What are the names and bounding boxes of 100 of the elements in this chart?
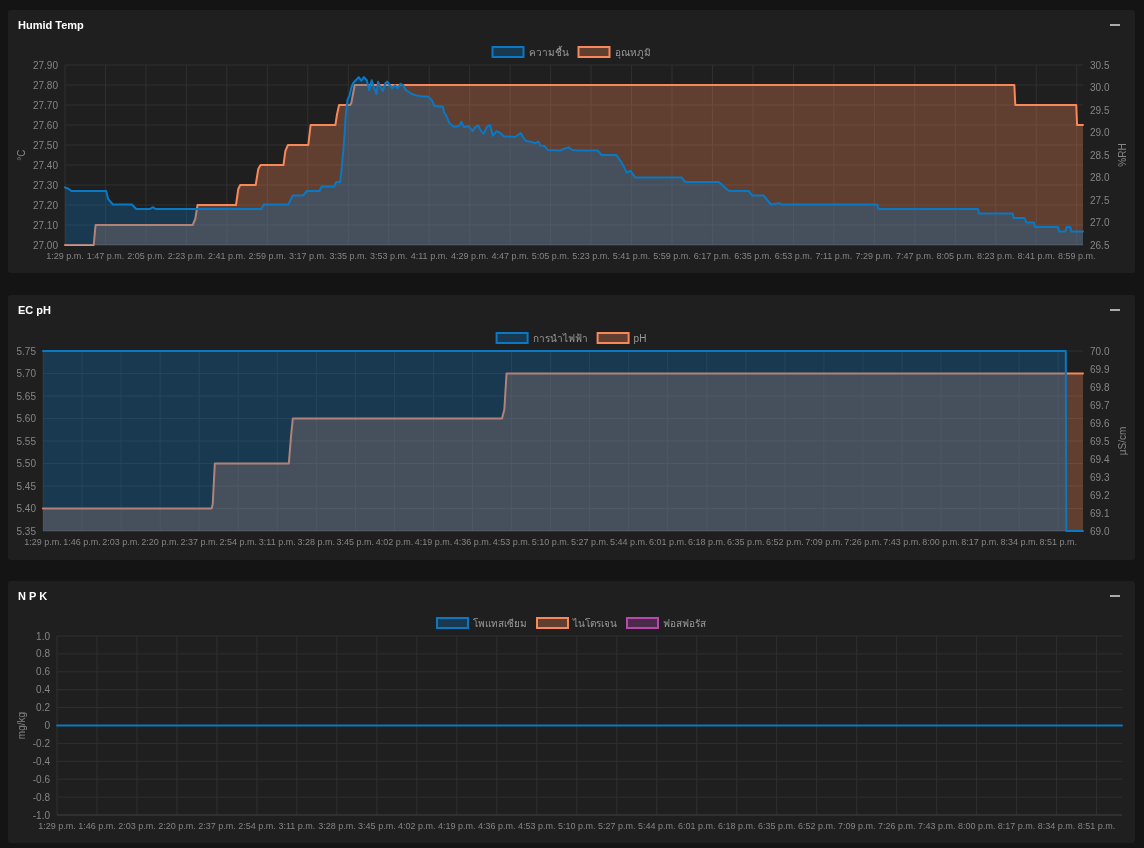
y2-tick-label: 27.0 xyxy=(1090,217,1110,228)
y2-tick-label: 69.4 xyxy=(1090,453,1110,465)
x-tick-label: 4:36 p.m. xyxy=(478,821,516,831)
x-tick-label: 2:37 p.m. xyxy=(198,821,236,831)
y2-tick-label: 30.0 xyxy=(1090,82,1110,93)
x-tick-label: 2:37 p.m. xyxy=(180,537,218,547)
x-tick-label: 7:09 p.m. xyxy=(805,537,843,547)
x-tick-label: 8:00 p.m. xyxy=(922,537,960,547)
x-tick-label: 2:20 p.m. xyxy=(141,537,179,547)
x-tick-label: 1:47 p.m. xyxy=(86,251,125,261)
x-tick-label: 3:35 p.m. xyxy=(329,251,368,261)
y-tick-label: 0.6 xyxy=(36,666,50,678)
x-tick-label: 4:19 p.m. xyxy=(438,821,476,831)
y-tick-label: 5.65 xyxy=(16,390,36,402)
x-tick-label: 5:59 p.m. xyxy=(653,251,691,261)
x-tick-label: 1:29 p.m. xyxy=(24,537,62,547)
ylabel: mg/kg xyxy=(16,711,27,740)
x-tick-label: 1:29 p.m. xyxy=(46,251,84,261)
y2-tick-label: 28.5 xyxy=(1090,149,1110,161)
legend-label: อุณหภูมิ xyxy=(614,46,651,58)
x-tick-label: 2:03 p.m. xyxy=(118,821,156,831)
x-tick-label: 8:17 p.m. xyxy=(997,821,1036,831)
x-tick-label: 3:11 p.m. xyxy=(258,537,296,547)
y-tick-label: 5.45 xyxy=(16,480,36,492)
x-tick-label: 5:27 p.m. xyxy=(570,537,609,547)
x-tick-label: 7:43 p.m. xyxy=(883,537,921,547)
x-tick-label: 6:01 p.m. xyxy=(678,821,716,831)
x-tick-label: 6:35 p.m. xyxy=(734,251,772,261)
x-tick-label: 6:52 p.m. xyxy=(797,821,836,831)
y2-tick-label: 69.5 xyxy=(1090,435,1110,447)
y-tick-label: 5.60 xyxy=(16,413,36,424)
y-tick-label: 27.20 xyxy=(32,199,58,211)
y2-tick-label: 69.6 xyxy=(1090,417,1110,429)
x-tick-label: 6:35 p.m. xyxy=(727,537,765,547)
legend-label: โพแทสเซียม xyxy=(473,617,527,629)
y2-tick-label: 69.3 xyxy=(1090,471,1110,483)
x-tick-label: 5:10 p.m. xyxy=(531,537,570,547)
y-tick-label: 27.30 xyxy=(32,179,58,191)
y2-tick-label: 69.0 xyxy=(1090,525,1110,537)
y-tick-label: 27.70 xyxy=(32,99,58,111)
y-tick-label: 0 xyxy=(44,720,50,731)
y2label: µS/cm xyxy=(1117,426,1128,456)
x-tick-label: 3:17 p.m. xyxy=(289,251,327,261)
y2-tick-label: 28.0 xyxy=(1090,172,1110,183)
legend-label: ฟอสฟอรัส xyxy=(663,617,706,629)
x-tick-label: 7:09 p.m. xyxy=(837,821,876,831)
x-tick-label: 5:10 p.m. xyxy=(558,821,596,831)
x-tick-label: 6:35 p.m. xyxy=(757,821,796,831)
x-tick-label: 7:47 p.m. xyxy=(896,251,934,261)
y-tick-label: -0.8 xyxy=(32,791,50,803)
x-tick-label: 8:51 p.m. xyxy=(1077,821,1116,831)
x-tick-label: 2:59 p.m. xyxy=(248,251,287,261)
x-tick-label: 3:45 p.m. xyxy=(336,537,375,547)
x-tick-label: 2:03 p.m. xyxy=(102,537,140,547)
x-tick-label: 3:28 p.m. xyxy=(318,821,356,831)
x-tick-label: 4:47 p.m. xyxy=(491,251,529,261)
x-tick-label: 2:54 p.m. xyxy=(238,821,276,831)
x-tick-label: 1:29 p.m. xyxy=(38,821,76,831)
x-tick-label: 8:34 p.m. xyxy=(1037,821,1076,831)
x-tick-label: 7:26 p.m. xyxy=(877,821,916,831)
x-tick-label: 4:02 p.m. xyxy=(375,537,414,547)
x-tick-label: 7:43 p.m. xyxy=(917,821,956,831)
y-tick-label: 5.75 xyxy=(16,345,36,357)
title: Humid Temp xyxy=(18,19,84,31)
x-tick-label: 4:19 p.m. xyxy=(414,537,453,547)
x-tick-label: 3:11 p.m. xyxy=(278,821,316,831)
y-tick-label: 27.10 xyxy=(32,219,58,231)
legend-label: การนำไฟฟ้า xyxy=(532,332,588,344)
y2-tick-label: 69.7 xyxy=(1090,399,1110,411)
x-tick-label: 4:53 p.m. xyxy=(492,537,531,547)
y2-tick-label: 26.5 xyxy=(1090,239,1110,251)
legend-label: pH xyxy=(633,332,647,344)
y-tick-label: 27.60 xyxy=(32,119,58,131)
x-tick-label: 2:41 p.m. xyxy=(208,251,246,261)
x-tick-label: 2:20 p.m. xyxy=(158,821,196,831)
x-tick-label: 8:59 p.m. xyxy=(1057,251,1096,261)
x-tick-label: 6:18 p.m. xyxy=(717,821,756,831)
y2-tick-label: 29.0 xyxy=(1090,127,1110,138)
x-tick-label: 8:34 p.m. xyxy=(1000,537,1038,547)
y-tick-label: 5.50 xyxy=(16,458,36,469)
x-tick-label: 3:53 p.m. xyxy=(370,251,408,261)
x-tick-label: 5:41 p.m. xyxy=(612,251,651,261)
y2-tick-label: 29.5 xyxy=(1090,104,1110,116)
x-tick-label: 1:46 p.m. xyxy=(78,821,116,831)
y2-tick-label: 30.5 xyxy=(1090,59,1110,71)
title: N P K xyxy=(18,590,48,602)
y-tick-label: 5.40 xyxy=(16,503,36,514)
x-tick-label: 2:05 p.m. xyxy=(127,251,165,261)
x-tick-label: 4:29 p.m. xyxy=(450,251,489,261)
y-tick-label: -0.6 xyxy=(32,773,50,785)
y-tick-label: 27.40 xyxy=(32,159,58,171)
x-tick-label: 8:23 p.m. xyxy=(977,251,1015,261)
x-tick-label: 4:53 p.m. xyxy=(518,821,556,831)
x-tick-label: 8:05 p.m. xyxy=(936,251,975,261)
x-tick-label: 2:23 p.m. xyxy=(167,251,206,261)
y-tick-label: 1.0 xyxy=(36,630,50,642)
x-tick-label: 7:26 p.m. xyxy=(844,537,882,547)
x-tick-label: 8:00 p.m. xyxy=(957,821,996,831)
y-tick-label: 5.35 xyxy=(16,525,36,537)
x-tick-label: 6:18 p.m. xyxy=(688,537,726,547)
